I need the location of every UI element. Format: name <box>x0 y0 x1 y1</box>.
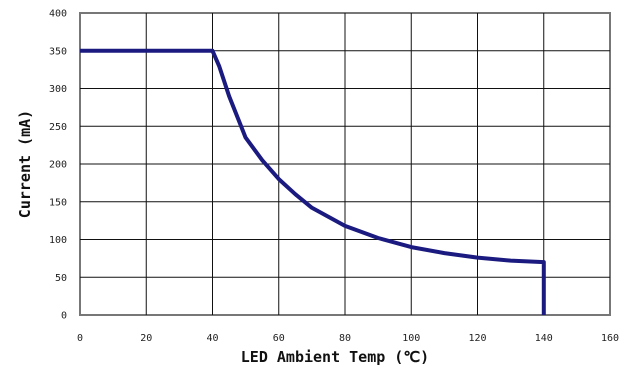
data-series <box>79 48 546 316</box>
x-tick-label: 0 <box>77 333 83 344</box>
y-tick-labels: 0 50 100 150 200 250 300 350 400 <box>49 9 67 322</box>
y-tick-label: 300 <box>49 84 67 95</box>
x-tick-label: 40 <box>206 333 218 344</box>
y-tick-label: 100 <box>49 235 67 246</box>
x-tick-label: 120 <box>468 333 486 344</box>
x-tick-label: 140 <box>535 333 553 344</box>
x-tick-label: 160 <box>601 333 619 344</box>
y-tick-label: 200 <box>49 160 67 171</box>
x-tick-label: 60 <box>273 333 285 344</box>
y-tick-label: 0 <box>61 311 67 322</box>
x-axis-title: LED Ambient Temp (℃) <box>241 348 429 366</box>
grid-lines <box>80 13 610 315</box>
x-tick-label: 80 <box>339 333 351 344</box>
y-tick-label: 50 <box>55 273 67 284</box>
y-tick-label: 150 <box>49 197 67 208</box>
y-tick-label: 350 <box>49 46 67 57</box>
x-tick-label: 100 <box>402 333 420 344</box>
y-axis-title: Current (mA) <box>16 110 34 218</box>
y-tick-label: 250 <box>49 122 67 133</box>
x-tick-labels: 0 20 40 60 80 100 120 140 160 <box>77 333 619 344</box>
x-tick-label: 20 <box>140 333 152 344</box>
y-tick-label: 400 <box>49 9 67 20</box>
